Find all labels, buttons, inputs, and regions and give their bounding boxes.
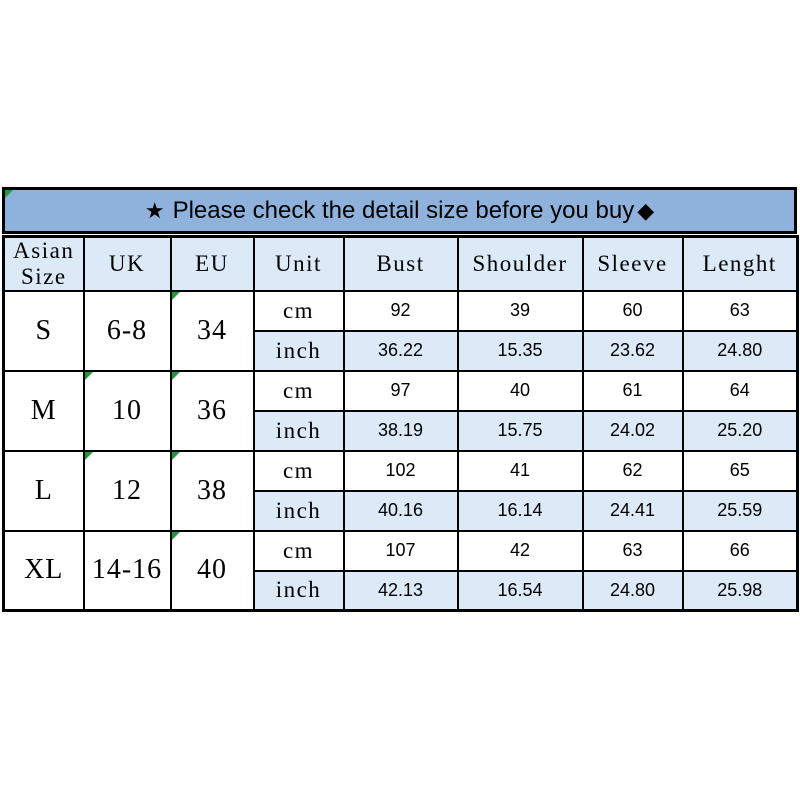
cell-shoulder: 16.14 [456,489,584,532]
cell-unit-cm: cm [252,449,345,492]
header-unit: Unit [252,235,345,292]
cell-eu: 36 [169,369,255,452]
header-uk: UK [82,235,172,292]
cell-size: M [2,369,85,452]
cell-sleeve: 24.80 [581,569,684,612]
table-row-s-cm: S 6-8 34 cm 92 39 60 63 [2,289,799,372]
cell-unit-cm: cm [252,529,345,572]
cell-length: 24.80 [681,329,799,372]
header-row: Asian Size UK EU Unit Bust Shoulder Slee… [2,235,799,292]
cell-sleeve: 63 [581,529,684,572]
cell-bust: 42.13 [342,569,459,612]
size-chart: ★ Please check the detail size before yo… [2,187,799,612]
star-icon: ★ [144,197,165,223]
cell-sleeve: 60 [581,289,684,332]
cell-bust: 97 [342,369,459,412]
table-row-xl-inch: inch 42.13 16.54 24.80 25.98 [4,569,799,612]
diamond-icon: ◆ [637,197,655,223]
table-row-xl-cm: XL 14-16 40 cm 107 42 63 66 [2,529,799,612]
cell-sleeve: 24.41 [581,489,684,532]
cell-uk: 6-8 [82,289,172,372]
header-eu: EU [169,235,255,292]
cell-length: 65 [681,449,799,492]
cell-unit-cm: cm [252,369,345,412]
banner-text: Please check the detail size before you … [172,196,635,224]
cell-bust: 40.16 [342,489,459,532]
cell-length: 66 [681,529,799,572]
cell-uk: 10 [82,369,172,452]
cell-length: 25.20 [681,409,799,452]
cell-shoulder: 39 [456,289,584,332]
table-row-m-inch: inch 38.19 15.75 24.02 25.20 [4,409,799,452]
table-row-s-inch: inch 36.22 15.35 23.62 24.80 [4,329,799,372]
cell-length: 25.59 [681,489,799,532]
cell-sleeve: 61 [581,369,684,412]
cell-shoulder: 40 [456,369,584,412]
cell-bust: 107 [342,529,459,572]
cell-shoulder: 16.54 [456,569,584,612]
cell-eu: 34 [169,289,255,372]
cell-bust: 36.22 [342,329,459,372]
table-row-m-cm: M 10 36 cm 97 40 61 64 [2,369,799,452]
cell-size: L [2,449,85,532]
size-table: Asian Size UK EU Unit Bust Shoulder Slee… [2,235,799,612]
cell-unit-inch: inch [252,329,345,372]
cell-sleeve: 23.62 [581,329,684,372]
header-bust: Bust [342,235,459,292]
cell-shoulder: 42 [456,529,584,572]
cell-unit-inch: inch [252,489,345,532]
cell-shoulder: 15.75 [456,409,584,452]
cell-length: 63 [681,289,799,332]
cell-eu: 40 [169,529,255,612]
header-length: Lenght [681,235,799,292]
cell-eu: 38 [169,449,255,532]
cell-unit-cm: cm [252,289,345,332]
table-row-l-inch: inch 40.16 16.14 24.41 25.59 [4,489,799,532]
cell-size: S [2,289,85,372]
cell-shoulder: 41 [456,449,584,492]
cell-length: 25.98 [681,569,799,612]
table-row-l-cm: L 12 38 cm 102 41 62 65 [2,449,799,532]
cell-size: XL [2,529,85,612]
cell-unit-inch: inch [252,409,345,452]
header-asian-size: Asian Size [2,235,85,292]
cell-sleeve: 24.02 [581,409,684,452]
header-sleeve: Sleeve [581,235,684,292]
cell-shoulder: 15.35 [456,329,584,372]
cell-uk: 12 [82,449,172,532]
notice-banner: ★ Please check the detail size before yo… [2,187,797,234]
cell-uk: 14-16 [82,529,172,612]
cell-length: 64 [681,369,799,412]
header-shoulder: Shoulder [456,235,584,292]
cell-bust: 92 [342,289,459,332]
cell-bust: 102 [342,449,459,492]
cell-bust: 38.19 [342,409,459,452]
cell-sleeve: 62 [581,449,684,492]
cell-unit-inch: inch [252,569,345,612]
